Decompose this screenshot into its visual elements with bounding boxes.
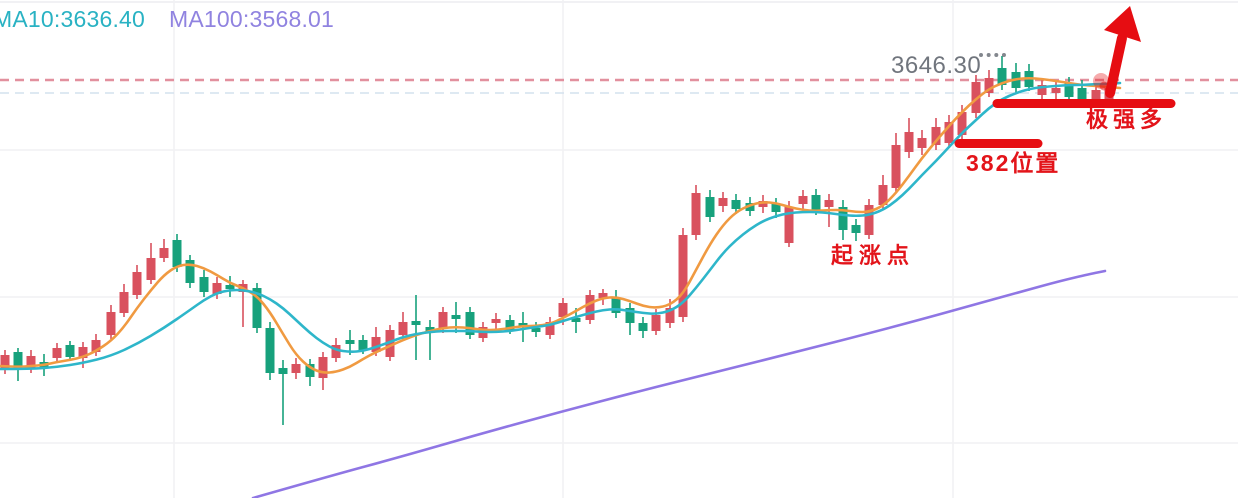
- candle-body-down[interactable]: [199, 277, 209, 292]
- candle-body-down[interactable]: [252, 288, 262, 328]
- candle-body-up[interactable]: [1091, 90, 1101, 103]
- candle-body-up[interactable]: [385, 330, 395, 357]
- candle-body-up[interactable]: [678, 235, 688, 317]
- candle-body-up[interactable]: [878, 185, 888, 205]
- candle-body-down[interactable]: [451, 315, 461, 319]
- candle-body-down[interactable]: [851, 225, 861, 233]
- candle-body-up[interactable]: [957, 112, 967, 135]
- candle-body-up[interactable]: [665, 308, 675, 323]
- drawn-arrow-shaft[interactable]: [1105, 33, 1127, 98]
- candle-body-up[interactable]: [371, 337, 381, 352]
- candle-body-down[interactable]: [225, 285, 235, 289]
- candle-body-up[interactable]: [718, 198, 728, 206]
- candle-body-down[interactable]: [65, 345, 75, 357]
- candle-body-down[interactable]: [172, 240, 182, 267]
- candle-body-up[interactable]: [904, 132, 914, 152]
- candle-body-down[interactable]: [571, 318, 581, 322]
- candle-body-up[interactable]: [784, 207, 794, 243]
- current-price-label: 3646.30: [891, 52, 982, 79]
- candle-body-up[interactable]: [798, 196, 808, 204]
- candle-body-up[interactable]: [26, 356, 36, 369]
- candle-body-up[interactable]: [758, 201, 768, 207]
- candle-body-up[interactable]: [52, 348, 62, 358]
- candle-body-up[interactable]: [78, 347, 88, 358]
- candle-body-up[interactable]: [212, 283, 222, 294]
- candle-body-down[interactable]: [345, 340, 355, 344]
- price-leader-dots-icon: [979, 53, 1006, 57]
- candle-body-down[interactable]: [411, 321, 421, 325]
- candle-body-down[interactable]: [811, 195, 821, 210]
- candle-body-up[interactable]: [944, 122, 954, 143]
- candle-body-up[interactable]: [824, 200, 834, 207]
- candle-body-up[interactable]: [971, 82, 981, 113]
- candle-body-up[interactable]: [891, 145, 901, 188]
- candle-body-down[interactable]: [997, 68, 1007, 85]
- candle-body-up[interactable]: [398, 322, 408, 335]
- candle-body-down[interactable]: [531, 328, 541, 332]
- annotation-rally-start-text[interactable]: 起涨点: [831, 243, 916, 268]
- annotation-strong-bull-text[interactable]: 极强多: [1086, 107, 1168, 132]
- candle-body-up[interactable]: [558, 303, 568, 317]
- candle-body-down[interactable]: [625, 308, 635, 323]
- ma-legend: MA10:3636.40 MA100:3568.01: [0, 6, 335, 32]
- ma-fast-line: [0, 76, 1122, 374]
- candle-body-up[interactable]: [931, 127, 941, 145]
- annotation-382-position-text[interactable]: 382位置: [966, 150, 1061, 176]
- candle-body-down[interactable]: [505, 320, 515, 330]
- candle-body-down[interactable]: [705, 197, 715, 217]
- candle-body-down[interactable]: [731, 200, 741, 209]
- candle-body-up[interactable]: [91, 340, 101, 352]
- ma100-line: [251, 269, 1107, 498]
- candle-body-up[interactable]: [585, 295, 595, 320]
- candle-body-up[interactable]: [651, 315, 661, 331]
- candle-body-up[interactable]: [691, 193, 701, 235]
- candle-body-down[interactable]: [838, 207, 848, 230]
- candle-body-up[interactable]: [917, 138, 927, 148]
- candle-body-up[interactable]: [0, 355, 10, 369]
- candle-body-down[interactable]: [611, 298, 621, 313]
- candle-body-up[interactable]: [864, 205, 874, 235]
- candle-body-up[interactable]: [1037, 85, 1047, 95]
- candle-body-down[interactable]: [278, 368, 288, 374]
- candle-body-up[interactable]: [119, 292, 129, 313]
- candle-body-up[interactable]: [318, 357, 328, 378]
- candle-body-up[interactable]: [291, 364, 301, 373]
- candle-body-up[interactable]: [598, 293, 608, 298]
- candle-body-down[interactable]: [771, 204, 781, 212]
- candle-body-down[interactable]: [358, 340, 368, 350]
- candle-body-up[interactable]: [106, 312, 116, 335]
- candle-body-up[interactable]: [146, 258, 156, 280]
- candle-body-down[interactable]: [638, 323, 648, 331]
- candle-body-down[interactable]: [305, 364, 315, 377]
- ma10-legend-label: MA10:3636.40: [0, 6, 146, 32]
- candle-body-down[interactable]: [185, 260, 195, 283]
- drawn-arrow-head[interactable]: [1104, 6, 1141, 42]
- candle-body-up[interactable]: [159, 248, 169, 258]
- candle-body-down[interactable]: [745, 203, 755, 211]
- candle-body-up[interactable]: [545, 322, 555, 335]
- candle-body-down[interactable]: [465, 312, 475, 335]
- candle-body-up[interactable]: [132, 272, 142, 295]
- candle-body-up[interactable]: [1051, 88, 1061, 93]
- candle-body-up[interactable]: [491, 319, 501, 323]
- candle-body-up[interactable]: [984, 78, 994, 93]
- ma10-line: [0, 81, 1122, 371]
- candle-body-up[interactable]: [438, 312, 448, 328]
- ma100-legend-label: MA100:3568.01: [169, 6, 335, 32]
- candle-body-up[interactable]: [331, 345, 341, 358]
- candle-body-down[interactable]: [1077, 88, 1087, 102]
- candle-body-down[interactable]: [13, 352, 23, 368]
- candle-body-down[interactable]: [1064, 83, 1074, 97]
- candle-body-down[interactable]: [265, 328, 275, 373]
